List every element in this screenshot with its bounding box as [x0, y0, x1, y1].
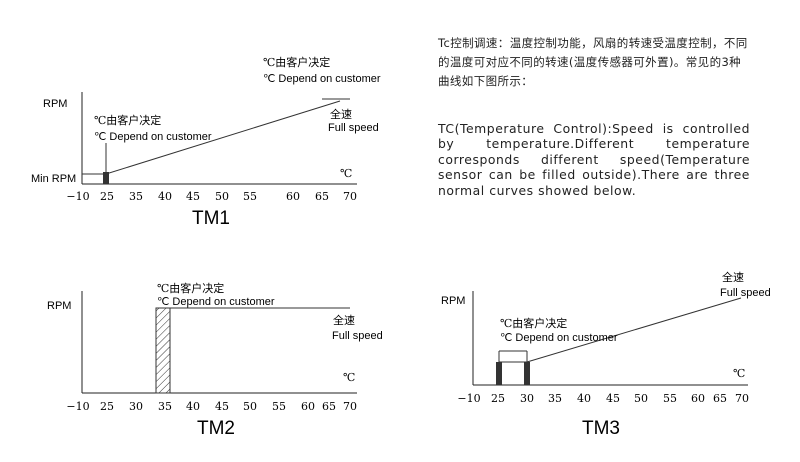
tm1-customer-en: ℃ Depend on customer — [94, 131, 212, 143]
tm2-tick-label: 60 — [301, 400, 315, 413]
tm3-tick-label: 65 — [713, 392, 727, 405]
tm2-tick-label: 35 — [158, 400, 172, 413]
tm3-threshold-marker-low — [496, 362, 502, 385]
tm2-rpm-label: RPM — [47, 300, 71, 312]
chinese-description: Tc控制调速：温度控制功能，风扇的转速受温度控制，不同的温度可对应不同的转速(温… — [438, 36, 748, 88]
tm2-tick-label: −10 — [66, 400, 89, 413]
tm2-tick-label: 55 — [272, 400, 286, 413]
tm3-tick-label: 50 — [634, 392, 648, 405]
english-description: TC(Temperature Control):Speed is control… — [438, 121, 750, 198]
tm1-min-rpm-label: Min RPM — [31, 173, 76, 185]
tm1-title: TM1 — [192, 208, 230, 229]
tm2-tick-label: 40 — [186, 400, 200, 413]
tm1-top-customer-cn: ℃由客户决定 — [263, 55, 330, 69]
tm3-rpm-label: RPM — [441, 295, 465, 307]
tm3-tick-label: 25 — [491, 392, 505, 405]
tm1-tick-label: 35 — [129, 190, 143, 203]
tm3-fullspeed-en: Full speed — [720, 287, 771, 299]
tm1-fullspeed-en: Full speed — [328, 122, 379, 134]
tm1-tick-label: 65 — [315, 190, 329, 203]
tm1-celsius-unit: ℃ — [340, 167, 352, 180]
tm2-tick-label: 45 — [215, 400, 229, 413]
tm2-customer-en: ℃ Depend on customer — [157, 296, 275, 308]
tm2-tick-label: 65 — [322, 400, 336, 413]
tm2-tick-label: 30 — [129, 400, 143, 413]
tm1-tick-label: −10 — [66, 190, 89, 203]
tm1-rpm-label: RPM — [43, 98, 67, 110]
tm1-tick-label: 50 — [215, 190, 229, 203]
tm1-tick-label: 70 — [343, 190, 357, 203]
tm2-fullspeed-en: Full speed — [332, 330, 383, 342]
tm3-tick-label: 55 — [663, 392, 677, 405]
tm3-tick-label: 70 — [735, 392, 749, 405]
tm2-fullspeed-cn: 全速 — [333, 313, 355, 327]
tm3-title: TM3 — [582, 418, 620, 439]
tm2-tick-label: 25 — [100, 400, 114, 413]
chart-tm2: RPM ℃由客户决定 ℃ Depend on customer 全速 Full … — [47, 281, 383, 439]
tm3-fullspeed-cn: 全速 — [722, 270, 744, 284]
tm3-tick-label: 60 — [691, 392, 705, 405]
tm2-customer-cn: ℃由客户决定 — [157, 281, 224, 295]
tm2-celsius-unit: ℃ — [343, 371, 355, 384]
tm2-title: TM2 — [197, 418, 235, 439]
tm3-tick-label: 30 — [520, 392, 534, 405]
chart-tm1: RPM Min RPM ℃由客户决定 ℃ Depend on customer … — [31, 55, 381, 229]
tm3-customer-en: ℃ Depend on customer — [500, 332, 618, 344]
tm1-fullspeed-cn: 全速 — [330, 107, 352, 121]
tm3-tick-label: 35 — [548, 392, 562, 405]
tm3-tick-label: 45 — [606, 392, 620, 405]
tm3-celsius-unit: ℃ — [733, 367, 745, 380]
tm3-tick-label: −10 — [457, 392, 480, 405]
tm1-tick-label: 25 — [100, 190, 114, 203]
chart-tm3: RPM ℃由客户决定 ℃ Depend on customer 全速 Full … — [441, 270, 771, 439]
tm1-tick-label: 45 — [186, 190, 200, 203]
tm3-tick-label: 40 — [577, 392, 591, 405]
tm3-speed-curve — [526, 297, 742, 363]
tm1-top-customer-en: ℃ Depend on customer — [263, 73, 381, 85]
tm1-tick-label: 40 — [158, 190, 172, 203]
tm2-customer-band — [155, 307, 171, 394]
tm1-tick-label: 60 — [286, 190, 300, 203]
tm1-tick-label: 55 — [243, 190, 257, 203]
tm2-tick-label: 70 — [343, 400, 357, 413]
tm2-tick-label: 50 — [243, 400, 257, 413]
tm1-customer-cn: ℃由客户决定 — [94, 113, 161, 127]
tm3-threshold-marker-high — [524, 362, 530, 385]
tm3-customer-cn: ℃由客户决定 — [500, 316, 567, 330]
tm1-threshold-marker — [103, 172, 109, 184]
